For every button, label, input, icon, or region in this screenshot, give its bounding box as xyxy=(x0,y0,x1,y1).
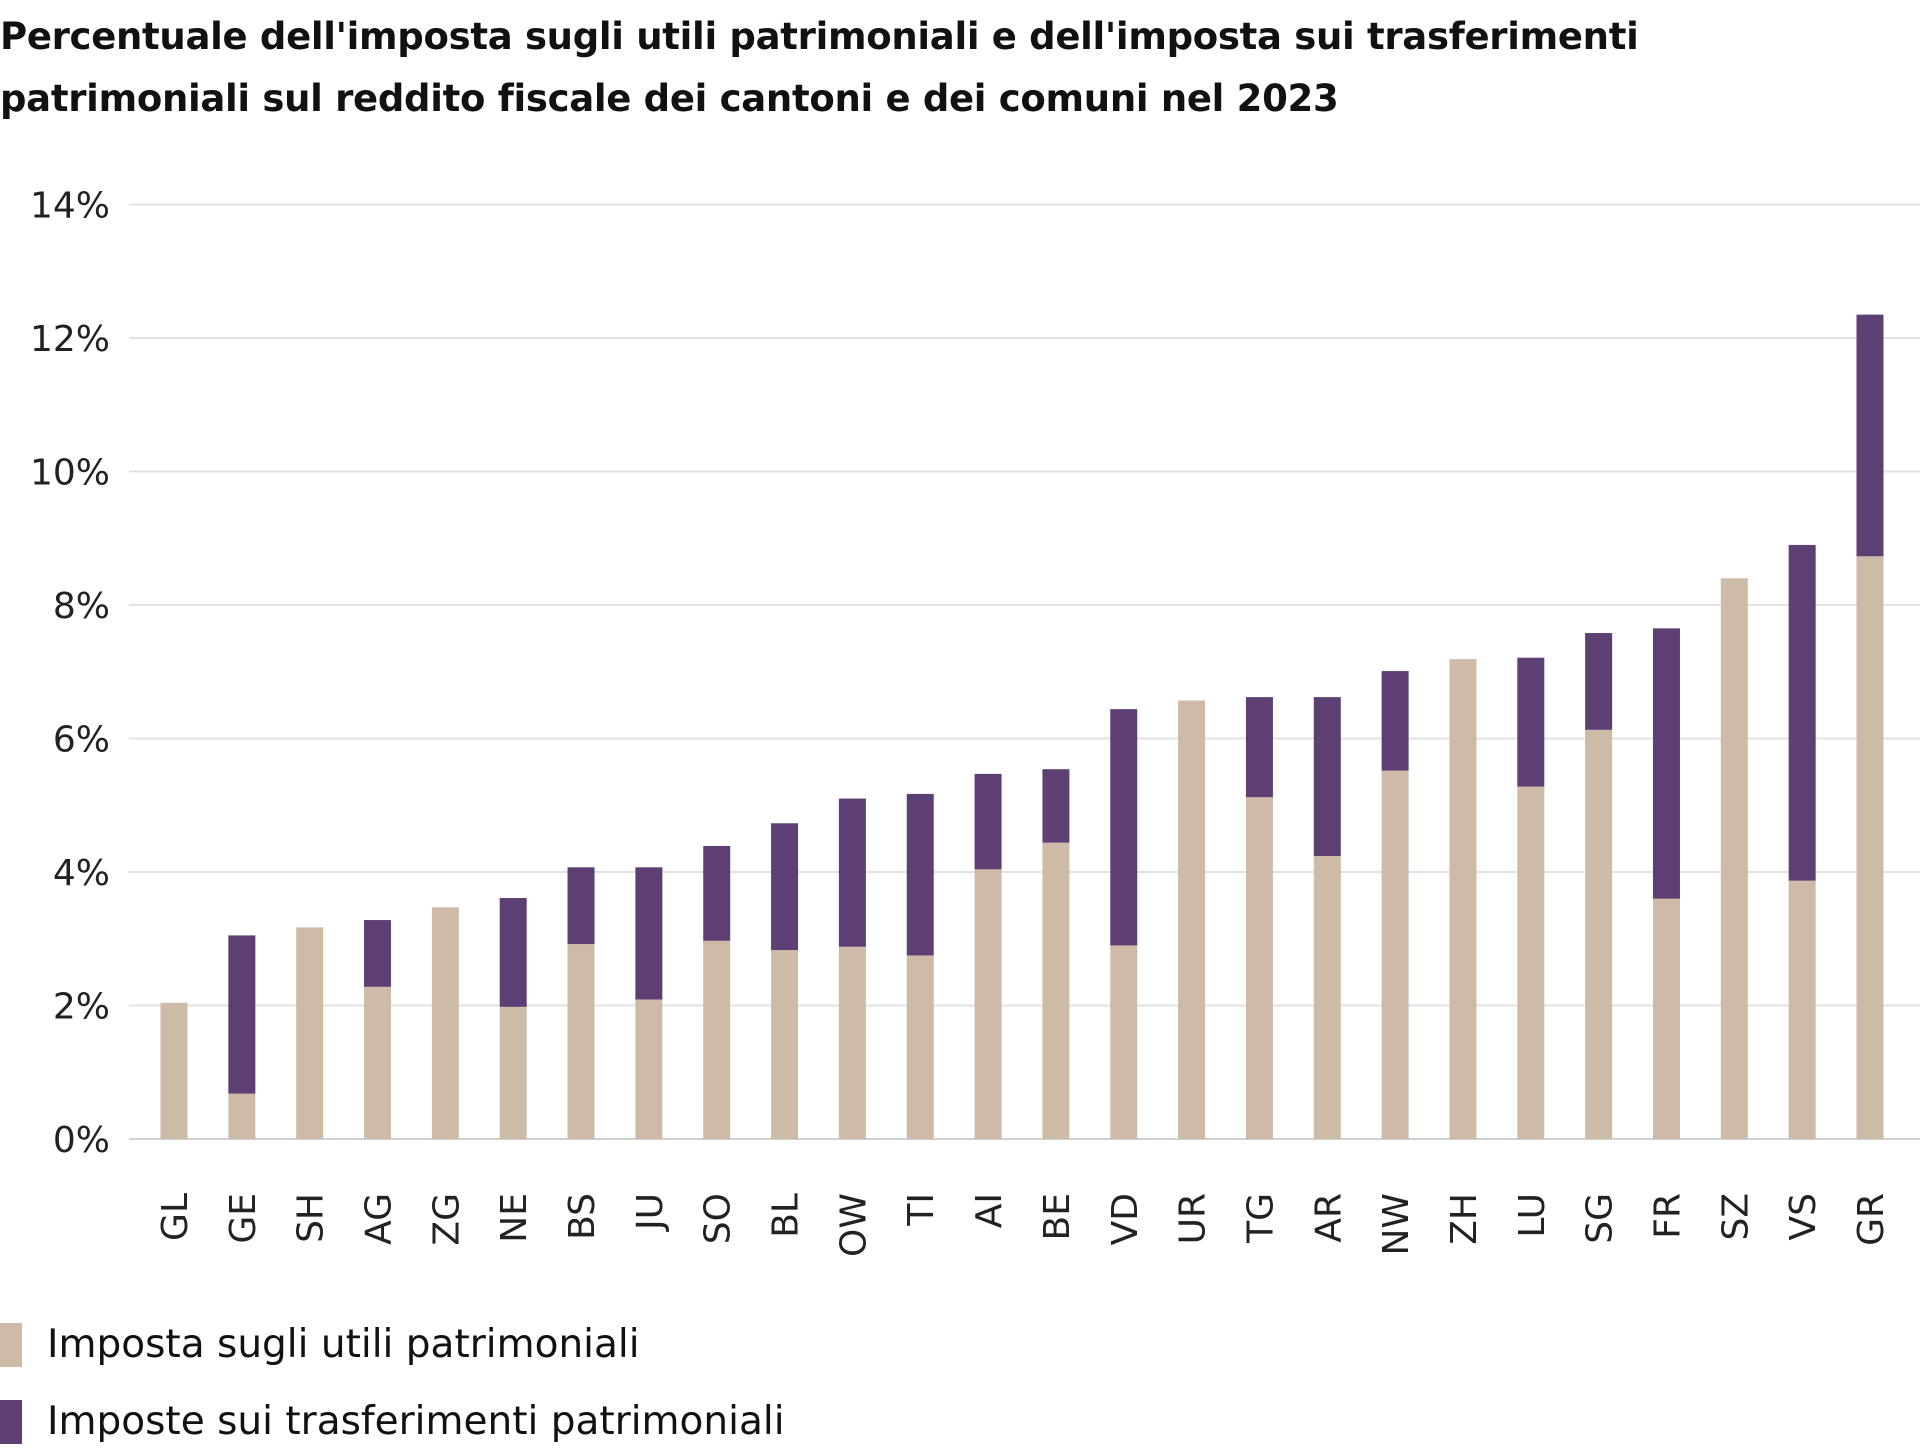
y-tick-label: 6% xyxy=(53,720,110,761)
bar-BS-trasferimenti xyxy=(567,867,595,945)
x-tick-label: NW xyxy=(1376,1193,1417,1256)
x-tick-label: BL xyxy=(766,1193,807,1238)
x-tick-label: VD xyxy=(1105,1193,1146,1245)
bar-AI-utili xyxy=(974,869,1002,1139)
bar-FR-utili xyxy=(1652,898,1680,1139)
stacked-bar-chart: 0% 2% 4% 6% 8% 10% 12% 14% GL GE SH AG ZG NE BS JU SO BL O… xyxy=(30,186,1920,1257)
legend-label-utili: Imposta sugli utili patrimoniali xyxy=(47,1322,640,1367)
bar-AR-utili xyxy=(1313,855,1341,1139)
chart-title: Percentuale dell'imposta sugli utili pat… xyxy=(0,15,1639,120)
bar-TG-trasferimenti xyxy=(1245,697,1273,798)
x-tick-label: ZG xyxy=(426,1193,467,1246)
x-tick-label: GL xyxy=(155,1193,196,1241)
y-tick-label: 8% xyxy=(53,586,110,627)
legend-label-trasferimenti: Imposte sui trasferimenti patrimoniali xyxy=(47,1399,785,1444)
bar-NW-utili xyxy=(1381,770,1409,1139)
bar-BS-utili xyxy=(567,944,595,1139)
x-tick-label: VS xyxy=(1783,1193,1824,1240)
x-tick-label: NE xyxy=(494,1193,535,1243)
bar-NE-utili xyxy=(499,1006,527,1139)
x-tick-label: JU xyxy=(630,1193,671,1232)
bar-OW-utili xyxy=(838,946,866,1139)
x-tick-label: ZH xyxy=(1444,1193,1485,1245)
bar-NW-trasferimenti xyxy=(1381,671,1409,771)
bar-SO-trasferimenti xyxy=(703,845,731,941)
bar-VS-trasferimenti xyxy=(1788,544,1816,881)
bar-SO-utili xyxy=(703,940,731,1139)
legend-item-utili: Imposta sugli utili patrimoniali xyxy=(0,1322,640,1367)
x-tick-label: BE xyxy=(1037,1193,1078,1240)
bar-BE-trasferimenti xyxy=(1042,769,1070,843)
bar-AR-trasferimenti xyxy=(1313,697,1341,856)
bar-SG-utili xyxy=(1585,729,1613,1139)
bar-NE-trasferimenti xyxy=(499,898,527,1007)
bar-BL-utili xyxy=(771,950,799,1139)
bar-UR-utili xyxy=(1178,700,1206,1139)
bar-TI-trasferimenti xyxy=(906,793,934,956)
bar-LU-trasferimenti xyxy=(1517,657,1545,787)
bar-GR-utili xyxy=(1856,556,1884,1139)
bar-JU-utili xyxy=(635,999,663,1139)
bar-ZG-utili xyxy=(431,907,459,1139)
bar-AG-utili xyxy=(364,986,392,1139)
bar-AG-trasferimenti xyxy=(364,920,392,987)
x-tick-label: SZ xyxy=(1715,1193,1756,1241)
bar-GR-trasferimenti xyxy=(1856,314,1884,557)
bar-GE-trasferimenti xyxy=(228,935,256,1094)
x-tick-label: SH xyxy=(291,1193,332,1243)
bar-AI-trasferimenti xyxy=(974,773,1002,870)
x-tick-label: AR xyxy=(1308,1193,1349,1243)
bar-TI-utili xyxy=(906,955,934,1139)
bar-SH-utili xyxy=(296,927,324,1139)
bar-VS-utili xyxy=(1788,880,1816,1139)
bar-BE-utili xyxy=(1042,842,1070,1139)
y-tick-label: 10% xyxy=(30,453,110,494)
x-tick-label: SO xyxy=(698,1193,739,1244)
x-tick-label: TG xyxy=(1240,1193,1281,1244)
x-tick-label: OW xyxy=(833,1193,874,1257)
x-tick-label: GE xyxy=(223,1193,264,1244)
x-tick-label: GR xyxy=(1851,1193,1892,1246)
x-tick-label: UR xyxy=(1173,1193,1214,1244)
x-tick-label: TI xyxy=(901,1193,942,1227)
legend-swatch-trasferimenti xyxy=(0,1399,22,1444)
bar-SG-trasferimenti xyxy=(1585,633,1613,730)
x-tick-label: AG xyxy=(359,1193,400,1245)
bar-GL-utili xyxy=(160,1002,188,1139)
y-tick-label: 2% xyxy=(53,987,110,1028)
bar-VD-trasferimenti xyxy=(1110,709,1138,946)
bar-OW-trasferimenti xyxy=(838,798,866,947)
x-tick-label: FR xyxy=(1647,1193,1688,1239)
bar-FR-trasferimenti xyxy=(1652,628,1680,899)
x-tick-label: SG xyxy=(1580,1193,1621,1244)
legend-swatch-utili xyxy=(0,1322,22,1367)
x-tick-label: BS xyxy=(562,1193,603,1240)
y-tick-label: 14% xyxy=(30,186,110,227)
y-tick-label: 4% xyxy=(53,853,110,894)
bar-ZH-utili xyxy=(1449,659,1477,1139)
y-tick-label: 12% xyxy=(30,319,110,360)
bar-VD-utili xyxy=(1110,945,1138,1139)
bar-BL-trasferimenti xyxy=(771,823,799,951)
x-tick-label: LU xyxy=(1512,1193,1553,1238)
bar-GE-utili xyxy=(228,1093,256,1139)
bar-LU-utili xyxy=(1517,786,1545,1139)
legend-item-trasferimenti: Imposte sui trasferimenti patrimoniali xyxy=(0,1399,785,1444)
y-tick-label: 0% xyxy=(53,1120,110,1161)
bar-TG-utili xyxy=(1245,797,1273,1139)
bar-SZ-utili xyxy=(1720,578,1748,1139)
bar-JU-trasferimenti xyxy=(635,867,663,1000)
x-tick-label: AI xyxy=(969,1193,1010,1228)
